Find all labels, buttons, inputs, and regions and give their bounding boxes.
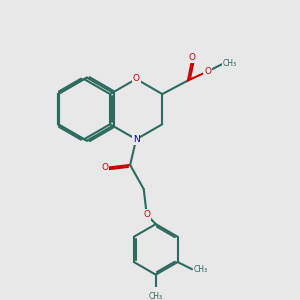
Text: O: O [143,210,150,219]
Text: O: O [101,164,108,172]
Text: CH₃: CH₃ [223,59,237,68]
Text: CH₃: CH₃ [194,265,208,274]
Text: O: O [133,74,140,83]
Text: N: N [133,135,140,144]
Text: O: O [189,53,196,62]
Text: CH₃: CH₃ [149,292,163,300]
Text: O: O [204,67,211,76]
